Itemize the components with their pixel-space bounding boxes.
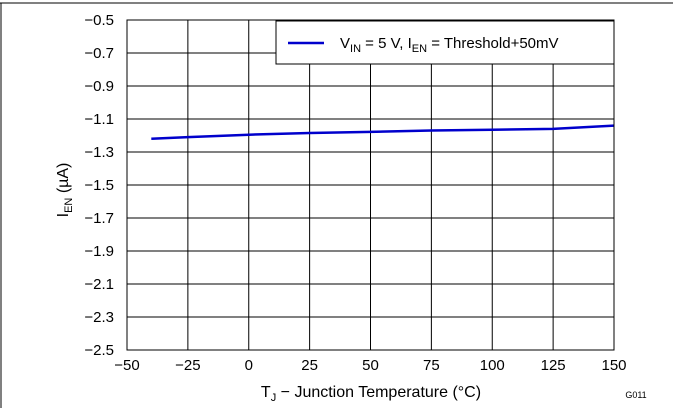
series-line-0 [151,124,615,141]
y-tick-label: −1.3 [84,144,114,161]
y-axis-label: IEN (µA) [55,163,75,218]
legend-text-segment: V [340,35,350,52]
y-tick-label: −0.5 [84,12,114,29]
x-tick-label: 75 [423,357,440,374]
legend-label: VIN = 5 V, IEN = Threshold+50mV [340,35,559,55]
y-axis-tick-labels: −0.5 −0.7 −0.9 −1.1 −1.3 −1.5 −1.7 −1.9 −2.1 −2.3… [84,12,114,359]
y-tick-label: −2.1 [84,276,114,293]
y-tick-label: −2.5 [84,342,114,359]
plot-area-frame [126,19,615,351]
legend-text-segment: = Threshold+50mV [427,35,558,52]
legend: VIN = 5 V, IEN = Threshold+50mV [275,20,615,65]
legend-subscript: IN [350,43,361,55]
series-layer [151,124,615,141]
figure-id: G011 [625,390,646,400]
x-tick-label: −50 [114,357,139,374]
legend-subscript: EN [412,43,427,55]
y-tick-label: −1.1 [84,111,114,128]
y-tick-label: −1.5 [84,177,114,194]
x-axis-label: TJ − Junction Temperature (°C) [261,384,481,404]
y-tick-label: −1.7 [84,210,114,227]
x-tick-label: 125 [541,357,566,374]
x-tick-label: 50 [362,357,379,374]
x-tick-label: 150 [601,357,626,374]
y-tick-label: −2.3 [84,309,114,326]
x-tick-label: 0 [245,357,253,374]
legend-text-segment: = 5 V, I [361,35,412,52]
x-tick-label: 25 [301,357,318,374]
y-tick-label: −1.9 [84,243,114,260]
y-tick-label: −0.7 [84,45,114,62]
legend-box [275,20,615,65]
x-tick-label: −25 [175,357,200,374]
y-tick-label: −0.9 [84,78,114,95]
x-tick-label: 100 [480,357,505,374]
grid [126,19,615,351]
x-axis-tick-labels: −50 −25 0 25 50 75 100 125 150 [114,357,626,374]
